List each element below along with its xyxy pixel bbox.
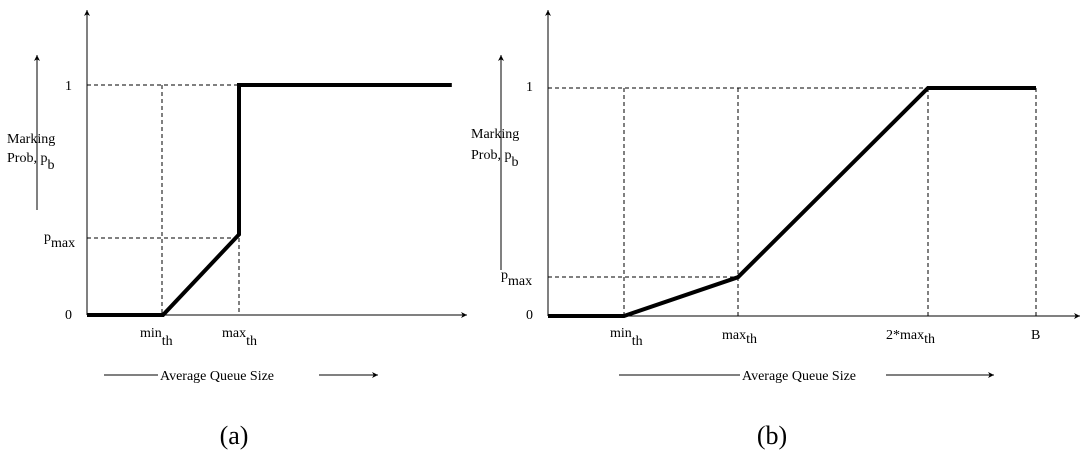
panel-b-ytick-0: 0: [526, 308, 533, 323]
panel-a-ylabel-sub: b: [47, 158, 54, 173]
panel-a-maxth-main: max: [222, 326, 246, 341]
panel-b-marking-curve: [548, 86, 1036, 318]
panel-a-xlabel: Average Queue Size: [160, 369, 274, 384]
panel-a-marking-curve: [87, 83, 452, 317]
panel-a: Marking Prob, pb 0 1 pmax minth maxth Av…: [7, 10, 467, 450]
panel-b-maxth-main: max: [722, 328, 746, 343]
panel-b-label: (b): [757, 421, 787, 450]
panel-a-xtick-maxth: maxth: [222, 326, 257, 349]
panel-b-2maxth-main: 2*max: [886, 328, 924, 343]
panel-b-2maxth-sub: th: [924, 332, 935, 347]
panel-a-ytick-0: 0: [65, 308, 72, 323]
panel-b-xlabel: Average Queue Size: [742, 369, 856, 384]
panel-b-xtick-maxth: maxth: [722, 328, 757, 347]
panel-a-pmax-main: p: [44, 230, 51, 245]
panel-a-minth-sub: th: [162, 334, 173, 349]
panel-b-pmax-sub: max: [508, 274, 532, 289]
panel-a-minth-main: min: [140, 326, 162, 341]
panel-b-xtick-b: B: [1031, 328, 1040, 343]
panel-b-ylabel-sub: b: [511, 155, 518, 170]
panel-a-ylabel-line2: Prob, pb: [7, 151, 54, 173]
panel-b-maxth-sub: th: [746, 332, 757, 347]
panel-a-ytick-1: 1: [65, 79, 72, 94]
panel-b-ylabel-line1: Marking: [471, 127, 519, 142]
panel-b-minth-main: min: [610, 326, 632, 341]
panel-a-xtick-minth: minth: [140, 326, 173, 349]
panel-a-label: (a): [220, 421, 249, 450]
panel-b-xtick-minth: minth: [610, 326, 643, 349]
panel-b-ytick-pmax: pmax: [501, 268, 532, 289]
panel-a-pmax-sub: max: [51, 236, 75, 251]
panel-b-ytick-1: 1: [526, 80, 533, 95]
panel-b-xtick-2maxth: 2*maxth: [886, 328, 935, 347]
panel-b-minth-sub: th: [632, 334, 643, 349]
panel-b-ylabel-main: Prob, p: [471, 148, 511, 163]
panel-a-ytick-pmax: pmax: [44, 230, 75, 251]
panel-a-ylabel-line1: Marking: [7, 132, 55, 147]
panel-b-pmax-main: p: [501, 268, 508, 283]
panel-b-ylabel-line2: Prob, pb: [471, 148, 518, 170]
panel-b: Marking Prob, pb 0 1 pmax minth maxth 2*…: [471, 10, 1080, 450]
panel-a-ylabel-main: Prob, p: [7, 151, 47, 166]
panel-a-maxth-sub: th: [246, 334, 257, 349]
